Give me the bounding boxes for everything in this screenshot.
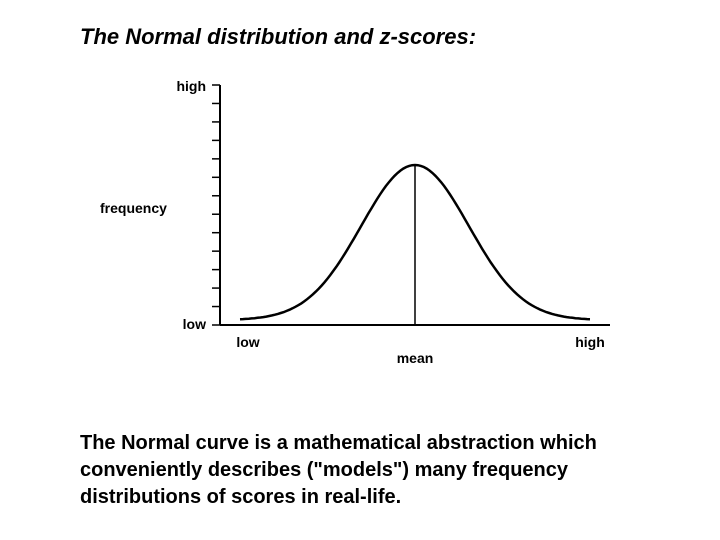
page-title: The Normal distribution and z-scores: xyxy=(80,24,476,50)
svg-text:high: high xyxy=(575,334,605,350)
svg-text:low: low xyxy=(236,334,259,350)
svg-text:high: high xyxy=(176,78,206,94)
body-paragraph: The Normal curve is a mathematical abstr… xyxy=(80,430,640,511)
normal-distribution-chart: high low low high mean xyxy=(130,75,620,375)
svg-text:mean: mean xyxy=(397,350,434,366)
chart-svg: high low low high mean xyxy=(130,75,620,375)
svg-text:low: low xyxy=(183,316,206,332)
